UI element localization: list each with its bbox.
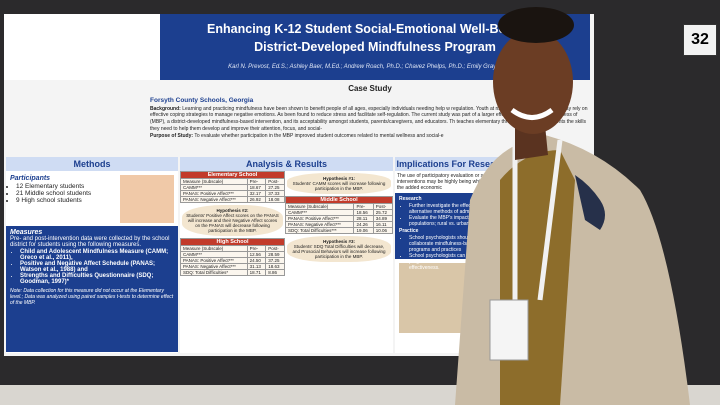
results-column: Analysis & Results Elementary School Meas… bbox=[180, 157, 393, 353]
text: To evaluate whether participation in the… bbox=[194, 132, 444, 139]
label: Background: bbox=[150, 105, 181, 112]
section-heading: Methods bbox=[6, 157, 178, 171]
table-cell: PANAS: Negative Affect*** bbox=[180, 196, 248, 203]
neck bbox=[515, 125, 548, 160]
section-heading: Implications For Resear bbox=[395, 157, 500, 171]
participant-list: 12 Elementary students21 Middle school s… bbox=[6, 183, 121, 204]
poster-title: District-Developed Mindfulness Program bbox=[254, 40, 496, 54]
poster-logo-area bbox=[4, 14, 160, 80]
list-item: 21 Middle school students bbox=[16, 190, 121, 197]
paragraph: Purpose of Study: To evaluate whether pa… bbox=[150, 133, 590, 140]
note: Note: Data collection for this measure d… bbox=[10, 288, 174, 306]
booth-number: 32 bbox=[683, 24, 717, 56]
research-list: Further investigate the effectiveness al… bbox=[399, 203, 496, 227]
list-item: School psychologists can take the progra… bbox=[409, 253, 496, 271]
photo-illustration bbox=[120, 175, 174, 223]
paragraph: Background: Learning and practicing mind… bbox=[150, 106, 590, 133]
tables-right: Hypothesis #1: Students' CAMM scores will… bbox=[284, 171, 393, 276]
hair bbox=[498, 7, 574, 43]
lanyard bbox=[512, 139, 563, 301]
table-row: SDQ: Total Difficulties* 18.71 8.86 bbox=[180, 269, 285, 276]
location: Forsyth County Schools, Georgia bbox=[150, 96, 254, 104]
table-row: PANAS: Negative Affect*** 31.13 18.63 bbox=[180, 263, 285, 270]
tables-left: Elementary School Measure (Subscale) Pre- P… bbox=[180, 171, 285, 276]
subheading: Practice bbox=[399, 228, 419, 234]
results-table: Middle School Measure (Subscale) Pre- Post-… bbox=[284, 196, 393, 234]
pocket-square bbox=[575, 175, 605, 230]
text: Learning and practicing mindfulness have… bbox=[150, 105, 588, 132]
hypothesis-text: Students' SDQ Total Difficulties will de… bbox=[292, 244, 386, 259]
face bbox=[493, 30, 573, 134]
label: Purpose of Study: bbox=[150, 132, 194, 139]
table-cell: SDQ: Total Difficulties* bbox=[180, 269, 248, 276]
table-row: PANAS: Negative Affect*** 24.26 16.11 bbox=[284, 221, 393, 228]
methods-column: Methods Participants 12 Elementary stude… bbox=[6, 157, 178, 353]
name-badge bbox=[489, 299, 529, 361]
list-item: Evaluate the MBP's impact across populat… bbox=[409, 215, 496, 227]
hypothesis: Hypothesis #3: Students' SDQ Total Diffic… bbox=[287, 236, 391, 262]
hypothesis-text: Students' CAMM scores will increase foll… bbox=[292, 181, 386, 191]
measure-list: Child and Adolescent Mindfulness Measure… bbox=[10, 249, 174, 285]
hypothesis: Hypothesis #2: Students' Positive Affect … bbox=[182, 205, 283, 236]
case-study: Case Study Forsyth County Schools, Georg… bbox=[150, 82, 590, 154]
list-item: Strengths and Difficulties Questionnaire… bbox=[20, 273, 174, 285]
results-table: Elementary School Measure (Subscale) Pre- P… bbox=[180, 171, 285, 203]
table-row: Measure (Subscale) Pre- Post- bbox=[284, 203, 393, 210]
table-cell: 10.06 bbox=[372, 227, 393, 234]
results-table: High School Measure (Subscale) Pre- Post- CA… bbox=[180, 238, 285, 276]
subheading: Participants bbox=[10, 175, 51, 182]
hypothesis: Hypothesis #1: Students' CAMM scores will… bbox=[287, 173, 391, 194]
measures-box: Measures Pre- and post-intervention data… bbox=[6, 226, 178, 352]
poster-title: Enhancing K-12 Student Social-Emotional … bbox=[207, 22, 543, 36]
section-heading: Case Study bbox=[348, 84, 392, 93]
poster-authors: Karl N. Prevost, Ed.S.; Ashley Baer, M.E… bbox=[228, 64, 522, 70]
subheading: Measures bbox=[10, 229, 43, 236]
table-cell: 8.86 bbox=[265, 269, 285, 276]
subheading: Research bbox=[399, 196, 422, 202]
list-item: 12 Elementary students bbox=[16, 183, 121, 190]
table-cell: 18.08 bbox=[265, 196, 285, 203]
text: The use of participatory evaluation or s… bbox=[397, 173, 498, 191]
table-row: SDQ: Total Difficulties*** 19.06 10.06 bbox=[284, 227, 393, 234]
hypothesis-text: Students' Positive Affect scores on the … bbox=[186, 213, 279, 233]
list-item: School psychologists should collaborate … bbox=[409, 235, 496, 253]
section-heading: Analysis & Results bbox=[180, 157, 393, 171]
hypothesis-heading: Hypothesis #2: bbox=[216, 208, 249, 213]
table-row: Measure (Subscale) Pre- Post- bbox=[180, 245, 285, 252]
smile bbox=[510, 107, 554, 120]
hypothesis-heading: Hypothesis #3: bbox=[322, 239, 355, 244]
table-row: PANAS: Negative Affect*** 26.92 18.08 bbox=[180, 196, 285, 203]
results-body: Elementary School Measure (Subscale) Pre- P… bbox=[180, 171, 393, 276]
table-row: PANAS: Positive Affect*** 32.17 37.33 bbox=[180, 190, 285, 197]
list-item: Further investigate the effectiveness al… bbox=[409, 203, 496, 215]
practice-list: School psychologists should collaborate … bbox=[399, 235, 496, 271]
list-item: Positive and Negative Affect Schedule (P… bbox=[20, 261, 174, 273]
list-item: 9 High school students bbox=[16, 197, 121, 204]
hypothesis-heading: Hypothesis #1: bbox=[322, 176, 355, 181]
text: Pre- and post-intervention data were col… bbox=[10, 236, 170, 248]
list-item: Child and Adolescent Mindfulness Measure… bbox=[20, 249, 174, 261]
